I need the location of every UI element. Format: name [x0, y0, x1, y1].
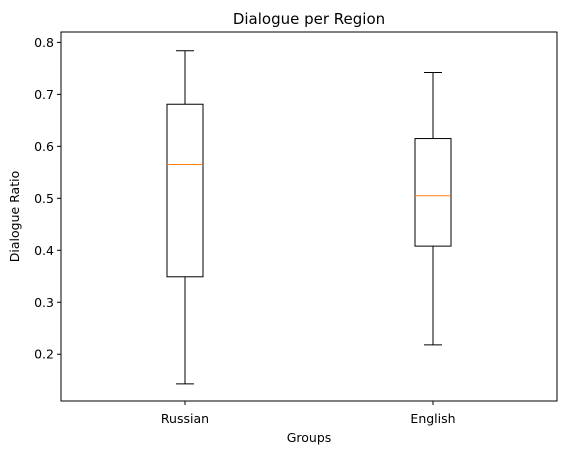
y-tick-label: 0.4 — [34, 243, 54, 258]
box-english — [414, 72, 452, 346]
y-tick-label: 0.3 — [34, 295, 54, 310]
y-axis: 0.2 0.3 0.4 0.5 0.6 0.7 0.8 — [34, 35, 61, 362]
chart-title: Dialogue per Region — [233, 10, 385, 28]
iqr-box — [414, 138, 452, 247]
y-tick-label: 0.2 — [34, 347, 54, 362]
x-tick-label: English — [410, 411, 455, 426]
y-tick-label: 0.5 — [34, 191, 54, 206]
y-tick-label: 0.7 — [34, 87, 54, 102]
y-tick-label: 0.6 — [34, 139, 54, 154]
x-axis-label: Groups — [287, 430, 332, 445]
y-axis-label: Dialogue Ratio — [7, 171, 22, 263]
box-russian — [166, 50, 204, 385]
plot-area — [60, 31, 558, 402]
iqr-box — [166, 103, 204, 278]
x-axis: Russian English — [161, 401, 456, 426]
boxes — [166, 50, 452, 385]
x-tick-label: Russian — [161, 411, 209, 426]
y-tick-label: 0.8 — [34, 35, 54, 50]
